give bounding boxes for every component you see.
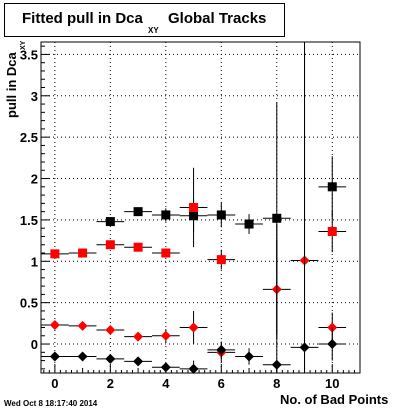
y-tick-label: 0.5 <box>20 296 38 311</box>
data-point-square <box>216 210 226 220</box>
chart-title: Fitted pull in Dca <box>22 10 143 27</box>
x-axis-label: No. of Bad Points <box>280 392 389 407</box>
data-point-square <box>133 242 143 252</box>
x-tick-label: 10 <box>325 376 339 391</box>
data-point-diamond <box>105 324 116 335</box>
y-tick-label: 1 <box>31 254 38 269</box>
data-point-diamond <box>49 320 60 331</box>
data-point-square <box>244 219 254 229</box>
data-point-square <box>133 207 143 217</box>
data-point-square <box>327 182 337 192</box>
x-tick-label: 4 <box>162 376 170 391</box>
data-point-diamond <box>105 353 116 364</box>
y-tick-label: 2.5 <box>20 130 38 145</box>
data-point-diamond <box>160 362 171 373</box>
data-point-square <box>272 213 282 223</box>
chart-title-subscript: XY <box>148 26 159 35</box>
data-point-diamond <box>160 330 171 341</box>
data-point-square <box>161 210 171 220</box>
y-tick-label: 3.5 <box>20 47 38 62</box>
y-tick-label: 2 <box>31 172 38 187</box>
data-point-square <box>161 248 171 258</box>
data-point-diamond <box>216 344 227 355</box>
data-point-square <box>50 249 60 259</box>
data-point-square <box>327 226 337 236</box>
chart-title-tail: Global Tracks <box>168 10 267 27</box>
data-point-square <box>189 203 199 212</box>
plot-frame <box>40 41 361 374</box>
data-point-diamond <box>327 339 338 350</box>
y-axis-label: pull in Dca <box>4 52 19 118</box>
y-axis-label-subscript: XY <box>20 40 27 50</box>
data-point-square <box>216 255 226 265</box>
timestamp: Wed Oct 8 18:17:40 2014 <box>4 399 98 408</box>
data-point-diamond <box>271 359 282 370</box>
data-point-diamond <box>77 320 88 331</box>
data-point-diamond <box>188 363 199 374</box>
x-tick-label: 8 <box>273 376 280 391</box>
data-point-diamond <box>188 322 199 333</box>
data-point-diamond <box>133 356 144 367</box>
data-point-diamond <box>77 351 88 362</box>
y-tick-label: 1.5 <box>20 213 38 228</box>
data-point-square <box>105 217 115 227</box>
chart-title-box: Fitted pull in Dca XY Global Tracks <box>4 3 285 37</box>
data-point-square <box>105 240 115 250</box>
y-tick-label: 3 <box>31 89 38 104</box>
data-point-diamond <box>299 342 310 353</box>
data-point-diamond <box>133 331 144 342</box>
x-tick-label: 6 <box>218 376 225 391</box>
data-point-square <box>78 248 88 258</box>
x-tick-label: 0 <box>51 376 58 391</box>
y-tick-label: 0 <box>31 337 38 352</box>
data-point-diamond <box>244 351 255 362</box>
data-point-diamond <box>49 351 60 362</box>
x-tick-label: 2 <box>107 376 114 391</box>
